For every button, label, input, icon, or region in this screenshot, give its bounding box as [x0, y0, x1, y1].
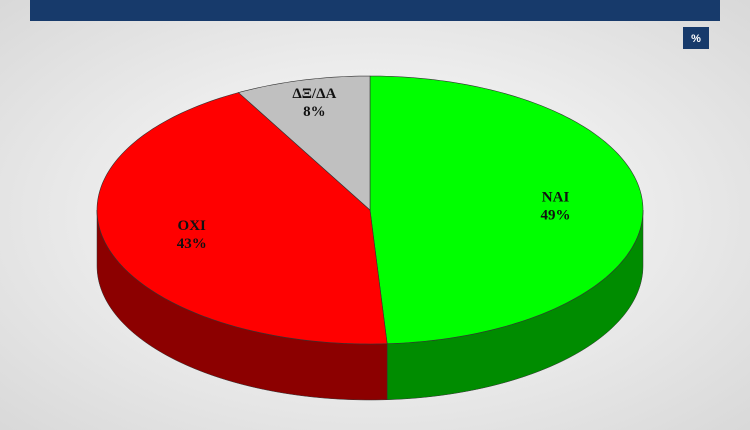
- unit-badge: [683, 27, 709, 49]
- slice-value-label: 43%: [177, 236, 207, 252]
- header-bar: [30, 0, 720, 21]
- slice-label: ΝΑΙ: [542, 190, 570, 206]
- unit-text: %: [691, 33, 701, 45]
- slice-value-label: 49%: [541, 208, 571, 224]
- pie: ΝΑΙ 49% ΟΧΙ 43% ΔΞ/ΔΑ 8%: [96, 75, 644, 401]
- slice-label: ΟΧΙ: [178, 218, 207, 234]
- slice-value-label: 8%: [303, 104, 326, 120]
- slice-label: ΔΞ/ΔΑ: [292, 86, 336, 102]
- pie-slice: [96, 92, 388, 345]
- pie-slice: [369, 75, 644, 345]
- pie-slice: [237, 75, 371, 211]
